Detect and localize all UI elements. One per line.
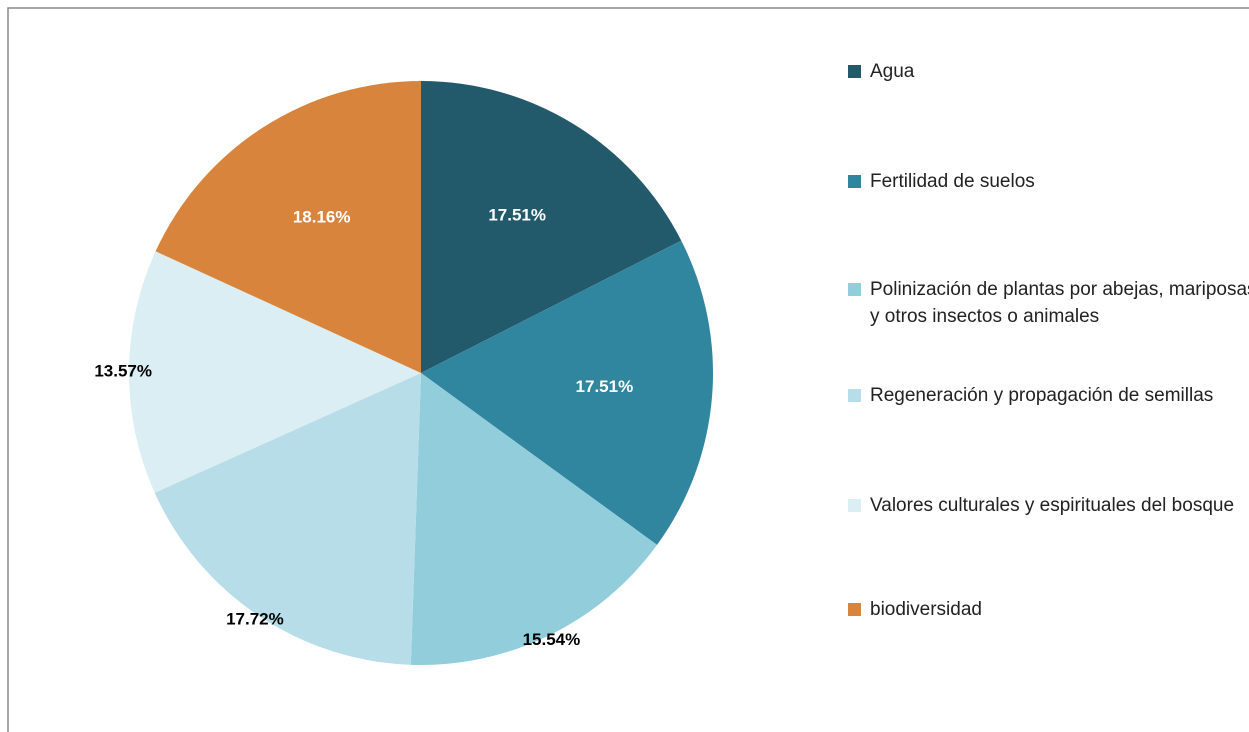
legend-item: Valores culturales y espirituales del bo… bbox=[848, 492, 1249, 519]
chart-frame bbox=[7, 7, 1249, 732]
legend-label: Polinización de plantas por abejas, mari… bbox=[870, 279, 1249, 327]
legend-item: Regeneración y propagación de semillas bbox=[848, 382, 1249, 409]
data-label: 17.51% bbox=[488, 206, 546, 225]
legend-swatch bbox=[848, 65, 861, 78]
legend-item: Polinización de plantas por abejas, mari… bbox=[848, 276, 1249, 330]
legend-label: Regeneración y propagación de semillas bbox=[870, 385, 1214, 406]
legend-label: Valores culturales y espirituales del bo… bbox=[870, 495, 1235, 516]
pie-slice bbox=[410, 373, 658, 665]
legend-swatch bbox=[848, 175, 861, 188]
pie-slice bbox=[154, 373, 422, 665]
legend-swatch bbox=[848, 499, 861, 512]
legend-swatch bbox=[848, 389, 861, 402]
data-label: 17.72% bbox=[226, 610, 284, 629]
pie-slice bbox=[128, 251, 421, 493]
data-label: 13.57% bbox=[94, 361, 152, 380]
legend-label: biodiversidad bbox=[870, 599, 982, 620]
data-label: 18.16% bbox=[293, 208, 351, 227]
legend-item: Fertilidad de suelos bbox=[848, 168, 1249, 195]
legend-swatch bbox=[848, 283, 861, 296]
legend-label: Fertilidad de suelos bbox=[870, 171, 1035, 192]
legend-label: Agua bbox=[870, 61, 915, 82]
data-label: 15.54% bbox=[523, 630, 581, 649]
pie-slice bbox=[421, 240, 713, 545]
pie-slice bbox=[155, 80, 421, 373]
legend-item: Agua bbox=[848, 58, 1249, 85]
legend-swatch bbox=[848, 603, 861, 616]
legend-item: biodiversidad bbox=[848, 596, 1249, 623]
pie-slice bbox=[421, 81, 682, 373]
data-label: 17.51% bbox=[576, 377, 634, 396]
